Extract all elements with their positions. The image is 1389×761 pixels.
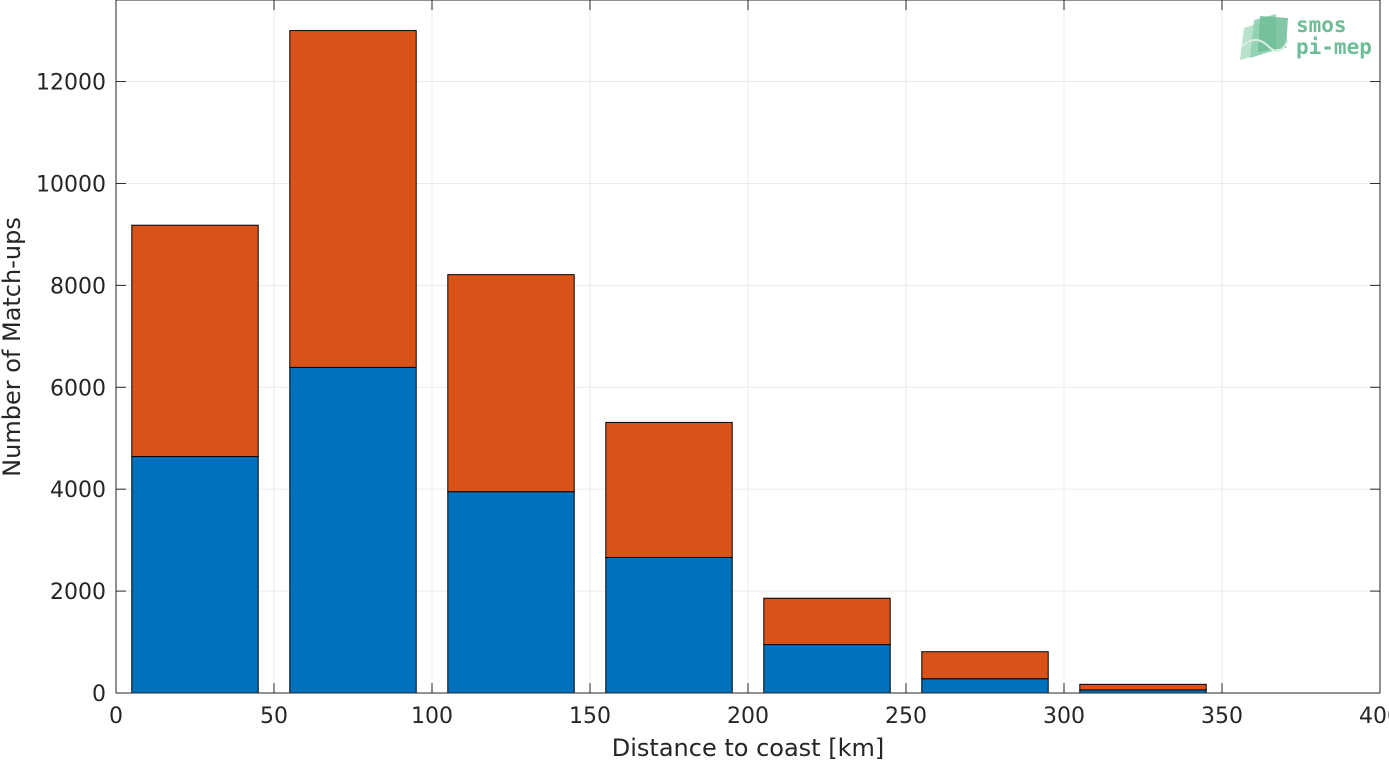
smos-pi-mep-logo: smos pi-mep <box>1240 13 1372 60</box>
x-tick-label: 100 <box>411 704 453 729</box>
x-axis-label: Distance to coast [km] <box>612 734 884 761</box>
x-tick-label: 300 <box>1043 704 1085 729</box>
x-tick-label: 200 <box>727 704 769 729</box>
bar-segment-series-1 <box>921 678 1049 694</box>
y-tick-label: 0 <box>92 682 106 707</box>
x-axis-ticks: 0 50 100 150 200 250 300 350 400 <box>109 0 1389 729</box>
bar-segment-series-2 <box>131 224 259 458</box>
logo-icon <box>1240 14 1289 60</box>
bar-segment-series-1 <box>447 491 575 694</box>
x-tick-label: 50 <box>260 704 288 729</box>
y-axis-ticks: 0 2000 4000 6000 8000 10000 12000 <box>36 71 1380 707</box>
y-tick-label: 12000 <box>36 71 106 96</box>
y-tick-label: 10000 <box>36 172 106 197</box>
bar-segment-series-2 <box>447 274 575 493</box>
bar-segment-series-1 <box>131 456 259 694</box>
x-tick-label: 0 <box>109 704 123 729</box>
bar-segment-series-1 <box>763 644 891 694</box>
y-tick-label: 8000 <box>50 274 106 299</box>
x-tick-label: 350 <box>1201 704 1243 729</box>
y-tick-label: 2000 <box>50 580 106 605</box>
y-axis-label: Number of Match-ups <box>0 217 26 477</box>
x-tick-label: 150 <box>569 704 611 729</box>
bar-segment-series-1 <box>289 366 417 694</box>
bar-segment-series-2 <box>605 421 733 558</box>
y-tick-label: 6000 <box>50 376 106 401</box>
bar-segment-series-2 <box>921 651 1049 680</box>
bar-segment-series-2 <box>763 597 891 646</box>
bars <box>131 30 1207 694</box>
bar-segment-series-2 <box>1079 683 1207 691</box>
x-tick-label: 400 <box>1359 704 1389 729</box>
logo-line-2: pi-mep <box>1296 35 1372 59</box>
bar-segment-series-1 <box>605 556 733 694</box>
x-tick-label: 250 <box>885 704 927 729</box>
logo-line-1: smos <box>1296 13 1347 37</box>
bar-segment-series-2 <box>289 30 417 368</box>
y-tick-label: 4000 <box>50 478 106 503</box>
